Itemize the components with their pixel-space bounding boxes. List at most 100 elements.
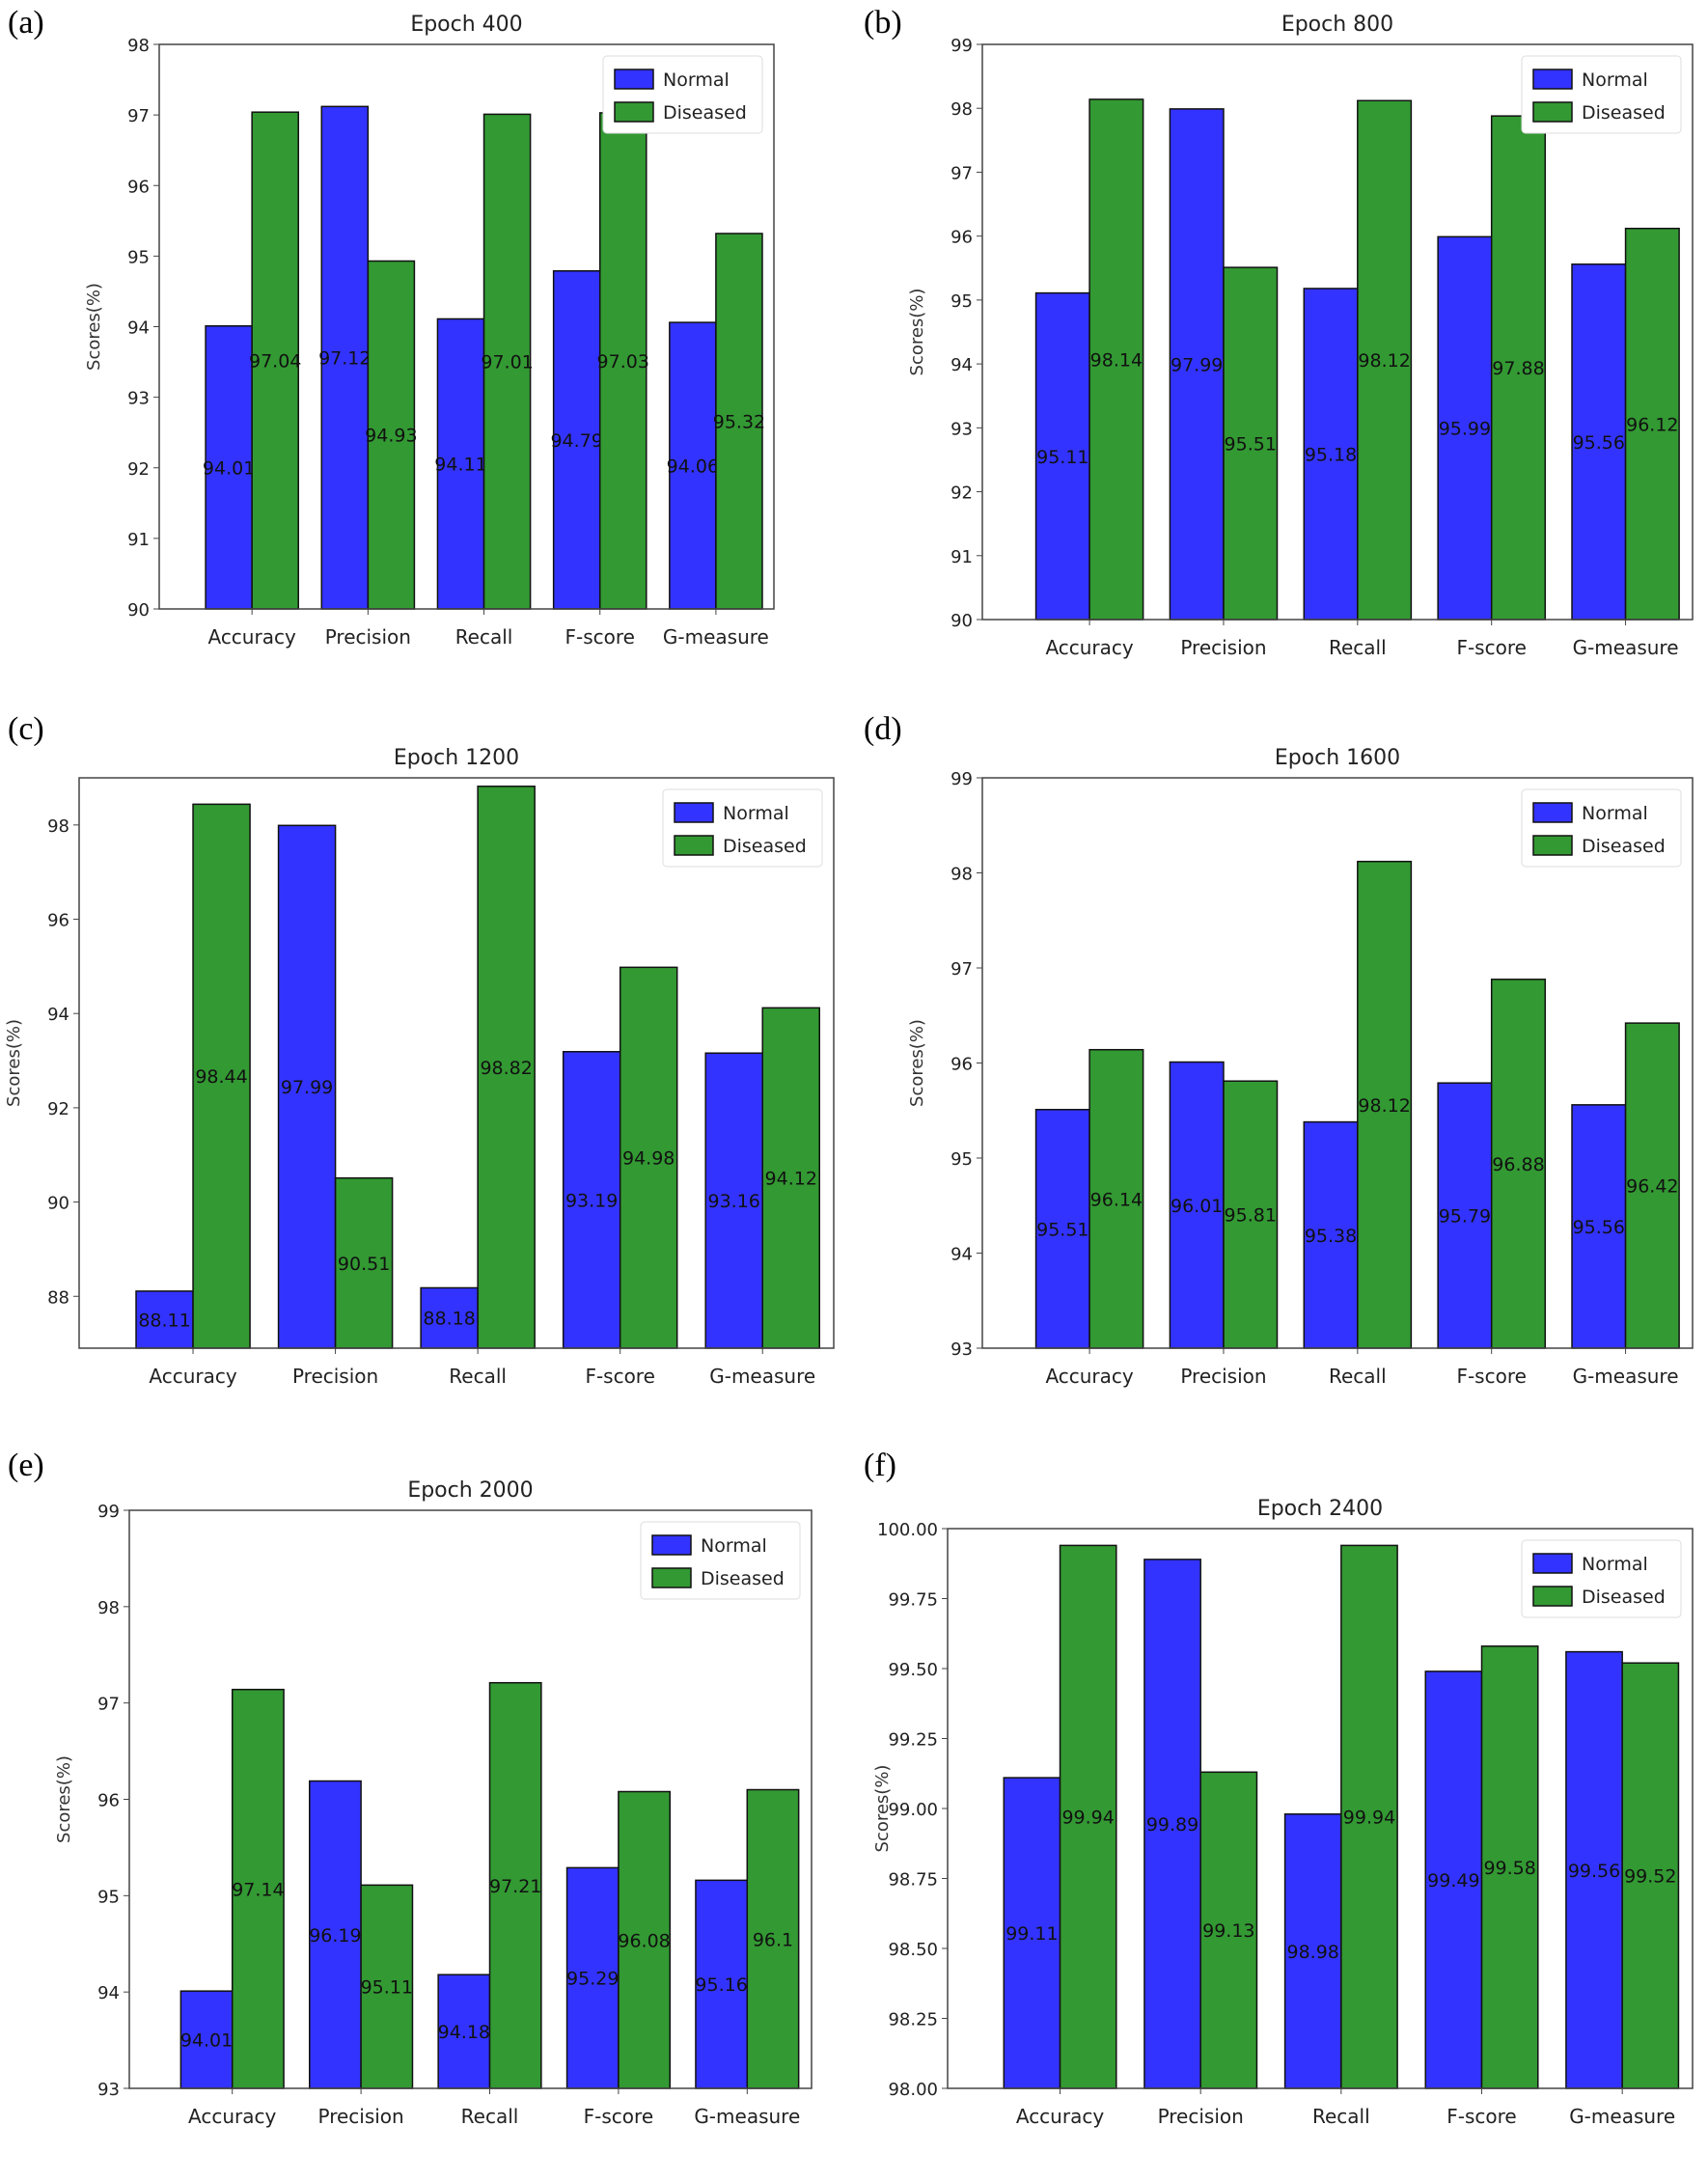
data-label: 97.12 [318, 348, 371, 370]
bar-normal [1303, 288, 1359, 621]
bar-normal [320, 105, 370, 610]
legend-swatch-normal [674, 802, 714, 823]
y-tick-label: 98.00 [888, 2080, 938, 2100]
panel-label: (f) [864, 1448, 896, 1483]
y-axis-label: Scores(%) [54, 1755, 74, 1843]
data-label: 94.01 [203, 457, 255, 479]
legend: Normal Diseased [602, 55, 763, 134]
legend-label: Diseased [701, 1568, 785, 1589]
legend: Normal Diseased [1521, 788, 1682, 868]
bar-normal [1034, 291, 1090, 621]
x-tick-label: G-measure [709, 1365, 815, 1388]
y-tick-label: 99.00 [888, 1800, 938, 1820]
chart-title: Epoch 1600 [1275, 746, 1400, 770]
x-tick-label: G-measure [663, 625, 769, 649]
legend-label: Diseased [1582, 102, 1666, 124]
data-label: 99.56 [1568, 1861, 1620, 1882]
y-tick-label: 98.50 [888, 1940, 938, 1960]
data-label: 95.56 [1573, 1217, 1625, 1238]
legend-swatch-diseased [614, 101, 654, 123]
data-label: 95.51 [1225, 434, 1277, 456]
bar-normal [1571, 263, 1627, 621]
legend: Normal Diseased [640, 1521, 801, 1600]
legend-swatch-diseased [1532, 835, 1573, 856]
y-tick-label: 97 [127, 106, 150, 126]
legend-label: Diseased [663, 102, 747, 124]
data-label: 96.1 [753, 1929, 793, 1950]
y-tick-label: 98.75 [888, 1870, 938, 1891]
y-tick-label: 96 [950, 1055, 973, 1075]
bar-diseased [1223, 266, 1279, 621]
panel-label: (e) [8, 1448, 44, 1483]
data-label: 99.52 [1624, 1866, 1676, 1888]
y-tick-label: 99.25 [888, 1730, 938, 1751]
data-label: 99.94 [1061, 1808, 1114, 1829]
x-tick-label: Accuracy [1045, 636, 1133, 659]
data-label: 98.12 [1358, 350, 1410, 372]
x-tick-label: Accuracy [1045, 1365, 1133, 1388]
x-tick-label: Recall [461, 2105, 519, 2128]
panel-label: (c) [8, 711, 44, 747]
legend-swatch-normal [1532, 1553, 1573, 1574]
bar-diseased [477, 786, 536, 1349]
x-tick-label: F-score [585, 1365, 654, 1388]
data-label: 93.19 [565, 1190, 618, 1211]
data-label: 97.01 [481, 352, 533, 373]
y-tick-label: 97 [97, 1695, 120, 1715]
x-tick-label: G-measure [1573, 1365, 1679, 1388]
legend-swatch-normal [1532, 802, 1573, 823]
bar-normal [1143, 1559, 1201, 2089]
y-tick-label: 92 [950, 483, 973, 504]
data-label: 94.12 [765, 1169, 817, 1190]
bar-diseased [1480, 1645, 1539, 2089]
data-label: 95.11 [1036, 447, 1088, 468]
data-label: 95.18 [1305, 444, 1357, 465]
legend-label: Normal [663, 69, 730, 91]
data-label: 96.19 [309, 1925, 361, 1946]
data-label: 90.51 [338, 1254, 390, 1275]
data-label: 95.79 [1439, 1206, 1491, 1228]
x-tick-label: F-score [565, 625, 634, 649]
data-label: 95.99 [1439, 419, 1491, 440]
bar-normal [420, 1286, 479, 1349]
y-tick-label: 96 [47, 911, 69, 931]
data-label: 94.79 [550, 430, 602, 452]
bar-normal [552, 269, 601, 610]
bar-diseased [488, 1681, 542, 2089]
bar-diseased [1088, 98, 1144, 621]
legend-label: Diseased [1582, 836, 1666, 857]
y-tick-label: 98 [47, 816, 69, 837]
bar-diseased [1490, 115, 1546, 621]
x-tick-label: Recall [1329, 636, 1387, 659]
legend-swatch-diseased [1532, 101, 1573, 123]
data-label: 94.18 [438, 2022, 490, 2043]
x-tick-label: Precision [1180, 636, 1266, 659]
y-tick-label: 99 [97, 1502, 120, 1522]
legend: Normal Diseased [1521, 55, 1682, 134]
legend-label: Normal [1582, 69, 1648, 91]
data-label: 97.14 [232, 1879, 284, 1900]
data-label: 94.98 [622, 1148, 675, 1170]
bar-diseased [1357, 860, 1413, 1349]
y-tick-label: 98 [950, 865, 973, 885]
legend-swatch-normal [1532, 69, 1573, 90]
bar-normal [1003, 1777, 1061, 2089]
x-tick-label: Precision [1180, 1365, 1266, 1388]
data-label: 99.89 [1146, 1814, 1198, 1836]
bar-diseased [360, 1884, 414, 2089]
data-label: 98.12 [1358, 1095, 1410, 1117]
x-tick-label: Precision [292, 1365, 378, 1388]
data-label: 96.88 [1492, 1154, 1544, 1175]
y-tick-label: 98.25 [888, 2010, 938, 2030]
legend-label: Normal [723, 803, 789, 824]
y-tick-label: 96 [950, 228, 973, 248]
data-label: 88.11 [138, 1310, 190, 1331]
y-tick-label: 94 [127, 318, 150, 339]
legend-swatch-normal [614, 69, 654, 90]
y-tick-label: 88 [47, 1287, 69, 1308]
bar-normal [135, 1290, 194, 1349]
x-tick-label: Accuracy [188, 2105, 276, 2128]
bar-diseased [1490, 979, 1546, 1349]
plot-frame [981, 43, 1694, 621]
